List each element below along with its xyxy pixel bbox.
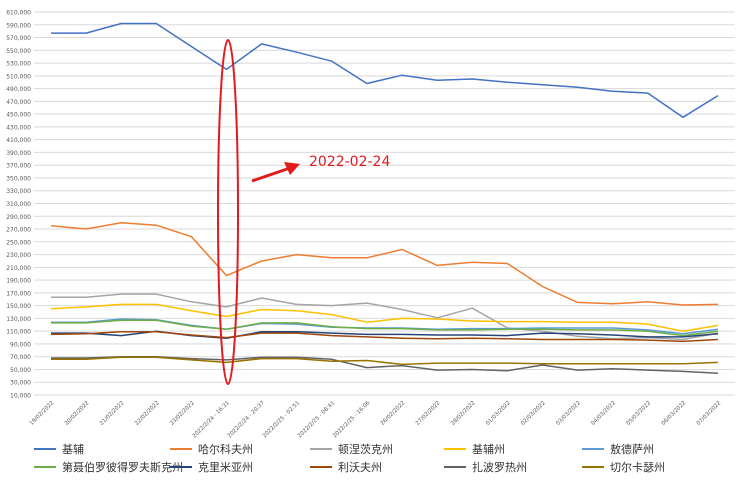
y-tick-label: 450,000: [6, 112, 31, 119]
legend-item: 顿涅茨克州: [310, 441, 393, 457]
legend-swatch: [34, 448, 56, 450]
y-tick-label: 370,000: [6, 163, 31, 170]
y-tick-label: 570,000: [6, 35, 31, 42]
y-tick-label: 150,000: [6, 303, 31, 310]
y-axis: 10,000 30,000 50,000 70,000 90,000 110,000 130…: [6, 10, 31, 400]
series-line: [51, 319, 719, 337]
legend-swatch: [444, 448, 466, 450]
highlight-ellipse: [217, 39, 239, 385]
series-line: [51, 293, 719, 341]
y-tick-label: 290,000: [6, 214, 31, 221]
x-tick-label: 27/02/2022: [415, 400, 442, 427]
legend-item: 第聂伯罗彼得罗夫斯克州: [34, 459, 183, 475]
legend-item: 切尔卡瑟州: [582, 459, 665, 475]
y-tick-label: 130,000: [6, 316, 31, 323]
legend-item: 扎波罗热州: [444, 459, 527, 475]
x-tick-label: 28/02/2022: [450, 400, 477, 427]
legend-item: 哈尔科夫州: [170, 441, 253, 457]
y-tick-label: 70,000: [10, 354, 31, 361]
annotation-arrow-head: [284, 162, 300, 175]
y-tick-label: 50,000: [10, 367, 31, 374]
legend-item: 利沃夫州: [310, 459, 382, 475]
legend-label: 切尔卡瑟州: [610, 461, 665, 474]
y-tick-label: 610,000: [6, 10, 31, 17]
legend-swatch: [170, 448, 192, 450]
x-tick-label: 23/02/2022: [169, 400, 196, 427]
y-tick-label: 430,000: [6, 124, 31, 131]
series-line: [51, 22, 719, 119]
line-chart: 10,000 30,000 50,000 70,000 90,000 110,000 130…: [6, 10, 735, 440]
legend-label: 敖德萨州: [610, 443, 654, 456]
legend-label: 利沃夫州: [338, 461, 382, 474]
legend-label: 基辅州: [472, 443, 505, 456]
series-line: [51, 355, 719, 375]
legend-swatch: [310, 466, 332, 468]
legend-swatch: [582, 448, 604, 450]
x-tick-label: 02/03/2022: [520, 400, 547, 427]
legend-item: 克里米亚州: [170, 459, 253, 475]
legend-swatch: [310, 448, 332, 450]
y-tick-label: 210,000: [6, 265, 31, 272]
legend-swatch: [34, 466, 56, 468]
y-tick-label: 330,000: [6, 188, 31, 195]
series-lines: [50, 22, 719, 375]
x-tick-label: 2022/2/25 - 02:51: [262, 400, 301, 439]
annotation-date-label: 2022-02-24: [309, 154, 390, 170]
x-tick-label: 01/03/2022: [485, 400, 512, 427]
x-tick-label: 03/03/2022: [555, 400, 582, 427]
x-tick-label: 20/02/2022: [64, 400, 91, 427]
y-tick-label: 590,000: [6, 22, 31, 29]
x-tick-label: 26/02/2022: [380, 400, 407, 427]
series-line: [50, 303, 719, 332]
y-tick-label: 90,000: [10, 341, 31, 348]
x-tick-label: 2022/2/25 - 16:06: [332, 400, 372, 440]
legend-swatch: [582, 466, 604, 468]
x-tick-label: 2022/2/24 - 16:31: [192, 400, 231, 439]
x-tick-label: 06/03/2022: [661, 400, 688, 427]
series-line: [51, 356, 719, 366]
legend-label: 扎波罗热州: [472, 461, 527, 474]
y-tick-label: 410,000: [6, 137, 31, 144]
y-tick-label: 30,000: [10, 380, 31, 387]
y-tick-label: 550,000: [6, 48, 31, 55]
x-tick-label: 19/02/2022: [29, 400, 56, 427]
legend-swatch: [444, 466, 466, 468]
y-tick-label: 510,000: [6, 73, 31, 80]
series-line: [50, 221, 719, 306]
y-tick-label: 270,000: [6, 227, 31, 234]
x-tick-label: 2022/2/24 - 20:37: [227, 400, 267, 440]
y-tick-label: 530,000: [6, 61, 31, 68]
legend-item: 基辅州: [444, 441, 505, 457]
x-tick-label: 07/03/2022: [696, 400, 723, 427]
y-tick-label: 390,000: [6, 150, 31, 157]
y-tick-label: 490,000: [6, 86, 31, 93]
legend-label: 哈尔科夫州: [198, 443, 253, 456]
x-tick-label: 21/02/2022: [99, 400, 126, 427]
legend-label: 克里米亚州: [198, 461, 253, 474]
annotations: 2022-02-24: [217, 39, 390, 385]
y-tick-label: 170,000: [6, 290, 31, 297]
legend-label: 顿涅茨克州: [338, 443, 393, 456]
y-tick-label: 230,000: [6, 252, 31, 259]
legend-label: 基辅: [62, 443, 84, 456]
x-tick-label: 2022/2/25 - 08:41: [297, 400, 336, 439]
y-tick-label: 110,000: [6, 329, 31, 336]
legend-item: 敖德萨州: [582, 441, 654, 457]
y-tick-label: 470,000: [6, 99, 31, 106]
y-tick-label: 10,000: [10, 393, 31, 400]
legend-label: 第聂伯罗彼得罗夫斯克州: [62, 461, 183, 474]
x-tick-label: 22/02/2022: [134, 400, 161, 427]
x-tick-label: 05/03/2022: [626, 400, 653, 427]
x-axis: 19/02/2022 20/02/2022 21/02/2022 22/02/2022…: [29, 400, 723, 440]
legend-item: 基辅: [34, 441, 84, 457]
y-tick-label: 350,000: [6, 175, 31, 182]
y-tick-label: 250,000: [6, 239, 31, 246]
annotation-arrow-shaft: [251, 166, 291, 183]
legend-swatch: [170, 466, 192, 468]
series-line: [50, 331, 719, 343]
y-tick-label: 310,000: [6, 201, 31, 208]
x-tick-label: 04/03/2022: [590, 400, 617, 427]
y-tick-label: 190,000: [6, 278, 31, 285]
